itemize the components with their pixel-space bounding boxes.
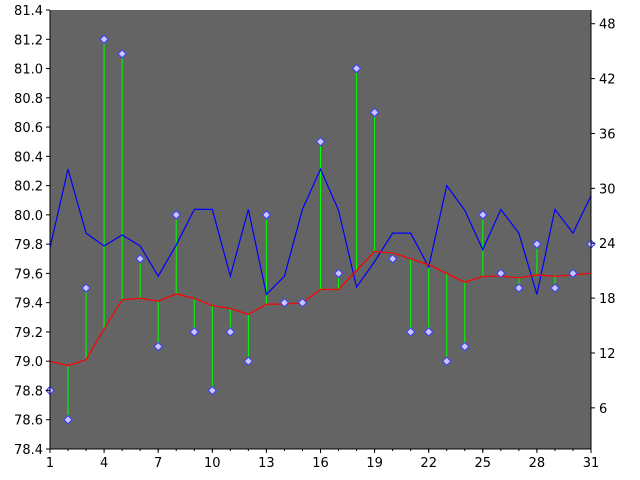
data-point-20 [387,254,398,264]
y-left-tick-label: 81.4 [14,4,43,19]
x-tick-label: 13 [258,456,275,471]
data-point-30 [568,268,578,279]
y-left-tick-label: 78.6 [14,414,43,429]
data-point-16 [315,136,326,147]
markers [45,34,596,425]
x-tick-label: 1 [46,456,54,471]
data-point-2 [63,415,73,425]
data-point-13 [261,210,272,220]
data-point-22 [423,327,434,337]
data-point-28 [532,239,542,249]
data-point-15 [297,297,308,308]
y-left-tick-label: 80.6 [14,121,43,136]
data-point-29 [550,283,560,293]
data-point-11 [225,327,236,337]
data-point-10 [207,385,218,396]
x-tick-label: 25 [475,456,492,471]
y-left-tick-label: 80.8 [14,92,43,107]
x-tick-label: 10 [204,456,221,471]
x-tick-label: 16 [312,456,329,471]
data-point-4 [99,34,109,44]
x-tick-label: 31 [583,456,600,471]
data-point-23 [442,356,452,366]
x-tick-label: 28 [529,456,546,471]
y-right-ticks: 6 12 18 24 30 36 42 48 [591,18,616,417]
y-left-tick-label: 80.2 [14,180,43,195]
y-left-tick-label: 79.0 [14,355,43,370]
data-point-9 [189,327,199,337]
data-point-6 [135,254,145,264]
data-point-14 [279,297,290,308]
data-point-7 [153,341,163,352]
y-left-tick-label: 78.8 [14,384,43,399]
right-axis-series-line [49,167,592,296]
y-left-ticks: 78.4 78.6 78.8 79.0 79.2 79.4 79.6 79.8 80.0 80.2… [14,4,50,458]
data-point-8 [171,210,181,220]
y-right-tick-label: 18 [599,292,616,307]
data-point-12 [243,356,254,366]
data-point-26 [496,268,506,279]
data-point-3 [81,283,91,293]
data-point-5 [117,49,127,59]
y-right-tick-label: 36 [599,127,616,142]
x-tick-label: 19 [366,456,383,471]
x-tick-label: 7 [154,456,162,471]
x-tick-label: 22 [420,456,437,471]
y-right-tick-label: 30 [599,182,616,197]
data-point-21 [405,327,416,337]
data-point-25 [478,210,488,220]
data-point-19 [369,107,380,118]
x-ticks: 1 4 7 10 13 16 19 22 25 28 31 [46,449,599,471]
y-left-tick-label: 81.0 [14,63,43,78]
y-right-tick-label: 42 [599,73,616,88]
y-right-tick-label: 12 [599,347,616,362]
y-left-tick-label: 80.4 [14,150,43,165]
y-left-tick-label: 81.2 [14,33,43,48]
y-left-tick-label: 79.2 [14,326,43,341]
y-right-tick-label: 6 [599,402,607,417]
data-point-17 [333,268,344,279]
y-left-tick-label: 79.8 [14,238,43,253]
y-right-tick-label: 24 [599,237,616,252]
y-right-tick-label: 48 [599,18,616,33]
y-left-tick-label: 80.0 [14,209,43,224]
y-left-tick-label: 79.6 [14,267,43,282]
y-left-tick-label: 79.4 [14,297,43,312]
x-tick-label: 4 [100,456,108,471]
data-point-24 [460,341,470,352]
y-left-tick-label: 78.4 [14,443,43,458]
data-point-27 [514,283,524,293]
data-point-18 [351,63,362,74]
